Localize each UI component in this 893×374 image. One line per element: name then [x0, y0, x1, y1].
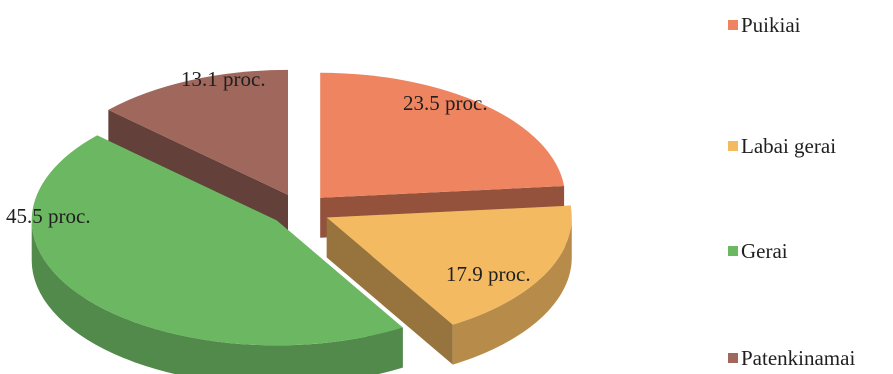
slice-patenkinamai — [108, 69, 288, 235]
data-label-gerai: 45.5 proc. — [6, 204, 91, 228]
legend-label-labai-gerai: Labai gerai — [741, 133, 837, 158]
slice-top-gerai — [31, 135, 403, 346]
slice-gerai — [31, 135, 403, 374]
legend-item-puikiai: Puikiai — [728, 12, 801, 38]
legend-item-gerai: Gerai — [728, 238, 788, 264]
legend-label-patenkinamai: Patenkinamai — [741, 345, 856, 370]
legend-swatch-patenkinamai — [728, 353, 738, 363]
legend: Puikiai Labai gerai Gerai Patenkinamai — [728, 0, 893, 374]
legend-swatch-gerai — [728, 246, 738, 256]
data-label-patenkinamai: 13.1 proc. — [181, 67, 266, 91]
data-label-puikiai: 23.5 proc. — [403, 91, 488, 115]
legend-swatch-puikiai — [728, 20, 738, 30]
slice-top-patenkinamai — [108, 69, 288, 195]
legend-label-gerai: Gerai — [741, 238, 788, 263]
slice-top-labai-gerai — [326, 205, 572, 325]
slice-wall-patenkinamai-0 — [108, 109, 288, 235]
slice-side-gerai-0 — [31, 220, 403, 374]
slice-side-labai-gerai-0 — [452, 217, 572, 365]
legend-swatch-labai-gerai — [728, 141, 738, 151]
legend-item-patenkinamai: Patenkinamai — [728, 345, 855, 371]
slice-top-puikiai — [320, 72, 565, 198]
slice-wall-labai-gerai-1 — [326, 217, 453, 365]
legend-item-labai-gerai: Labai gerai — [728, 133, 836, 159]
data-label-labai-gerai: 17.9 proc. — [446, 262, 531, 286]
pie-slices — [31, 69, 572, 374]
legend-label-puikiai: Puikiai — [741, 12, 801, 37]
slice-labai-gerai — [326, 205, 572, 365]
